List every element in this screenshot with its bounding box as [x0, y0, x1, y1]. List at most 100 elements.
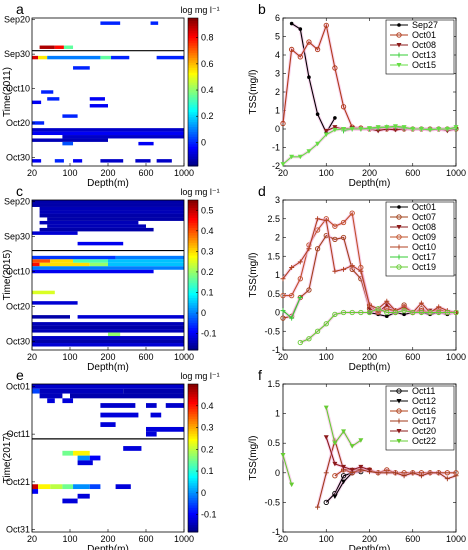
y-tick-label: Oct01 — [6, 381, 30, 391]
colorbar-swatch — [188, 482, 198, 486]
marker-triangle — [367, 126, 372, 131]
panel-letter: d — [258, 183, 266, 199]
colorbar-swatch — [188, 325, 198, 328]
heatmap-cell — [32, 231, 78, 235]
marker-triangle — [410, 127, 416, 132]
colorbar-swatch — [188, 141, 198, 145]
marker-triangle — [392, 124, 398, 129]
x-tick-label: 600 — [405, 352, 420, 362]
colorbar-swatch — [188, 104, 198, 108]
heatmap-cell — [123, 446, 142, 451]
colorbar-swatch — [188, 307, 198, 311]
panel-letter: b — [258, 1, 266, 17]
heatmap-cell — [32, 339, 184, 344]
marker-circle — [332, 473, 338, 479]
legend-entry: Oct09 — [412, 232, 436, 242]
colorbar-swatch — [188, 161, 198, 165]
colorbar-tick-label: 0.1 — [201, 466, 214, 476]
colorbar-swatch — [188, 507, 198, 511]
colorbar-swatch — [188, 403, 198, 407]
heatmap-cell — [39, 45, 55, 49]
colorbar-swatch — [188, 327, 198, 331]
colorbar-swatch — [188, 465, 198, 469]
heatmap-cell — [62, 484, 74, 490]
colorbar-swatch — [188, 312, 198, 316]
x-tick-label: 20 — [27, 534, 37, 544]
marker-triangle — [358, 438, 364, 443]
heatmap-cell — [146, 431, 157, 437]
y-tick-label: 2 — [275, 87, 280, 97]
colorbar-swatch — [188, 151, 198, 155]
x-tick-label: 1000 — [446, 352, 466, 362]
heatmap-cell — [70, 393, 184, 399]
heatmap-cell — [115, 484, 131, 490]
y-tick-label: 1 — [275, 270, 280, 280]
legend-entry: Oct17 — [412, 252, 436, 262]
marker-circle — [444, 309, 450, 316]
y-axis-label: Time(2015) — [2, 250, 13, 301]
colorbar-swatch — [188, 72, 198, 76]
x-axis-label: Depth(m) — [349, 178, 391, 189]
marker-circle — [436, 309, 442, 316]
y-tick-label: 1.5 — [267, 379, 280, 389]
colorbar-swatch — [188, 109, 198, 113]
panel-letter: c — [16, 183, 23, 199]
colorbar-swatch — [188, 235, 198, 238]
panel-letter: a — [16, 1, 24, 17]
heatmap-cell — [39, 213, 184, 218]
heatmap-cell — [32, 336, 184, 340]
x-tick-label: 100 — [62, 352, 77, 362]
y-tick-label: Oct20 — [6, 118, 30, 128]
x-tick-label: 1000 — [446, 534, 466, 544]
heatmap-cell — [38, 484, 51, 490]
marker-circle — [444, 470, 450, 476]
y-tick-label: 0.5 — [267, 438, 280, 448]
colorbar-swatch — [188, 225, 198, 228]
marker-circle — [396, 214, 402, 220]
marker-triangle — [358, 464, 364, 470]
colorbar-swatch — [188, 480, 198, 484]
colorbar: 0 0.2 0.4 0.6 0.8 log mg l⁻¹ — [180, 5, 220, 167]
marker-circle — [332, 223, 338, 229]
colorbar-swatch — [188, 477, 198, 481]
colorbar-swatch — [188, 250, 198, 253]
colorbar-swatch — [188, 74, 198, 78]
colorbar-tick-label: 0 — [201, 488, 206, 498]
colorbar-swatch — [188, 121, 198, 125]
marker-triangle — [396, 43, 402, 48]
marker-triangle — [323, 435, 329, 440]
x-axis-label: Depth(m) — [349, 362, 391, 373]
colorbar-swatch — [188, 143, 198, 147]
colorbar-tick-label: 0.5 — [201, 205, 214, 215]
marker-plus — [410, 470, 416, 476]
x-tick-label: 100 — [319, 352, 334, 362]
heatmap-cell — [89, 97, 105, 101]
colorbar-swatch — [188, 337, 198, 341]
heatmap-cell — [32, 255, 116, 260]
marker-triangle — [323, 128, 329, 134]
marker-circle — [323, 321, 329, 327]
panel-letter: f — [258, 367, 262, 383]
x-tick-label: 600 — [405, 534, 420, 544]
marker-plus — [453, 473, 459, 479]
marker-plus — [384, 470, 390, 476]
colorbar-swatch — [188, 255, 198, 258]
marker-plus — [297, 295, 303, 300]
heatmap-cell — [111, 55, 130, 60]
heatmap-cell — [32, 301, 78, 305]
legend-entry: Oct15 — [412, 60, 436, 70]
marker-circle — [314, 46, 321, 53]
colorbar-tick-label: 0.1 — [201, 287, 214, 297]
heatmap-cell — [32, 131, 184, 136]
colorbar-swatch — [188, 406, 198, 410]
marker-plus — [444, 476, 450, 482]
heatmap-cell — [165, 403, 184, 408]
y-tick-label: Oct30 — [6, 336, 30, 346]
y-tick-label: 6 — [275, 13, 280, 23]
marker-circle — [396, 408, 402, 414]
colorbar-swatch — [188, 131, 198, 135]
colorbar-swatch — [188, 92, 198, 95]
marker-circle — [280, 292, 286, 299]
colorbar-swatch — [188, 89, 198, 93]
marker-circle — [349, 309, 355, 316]
